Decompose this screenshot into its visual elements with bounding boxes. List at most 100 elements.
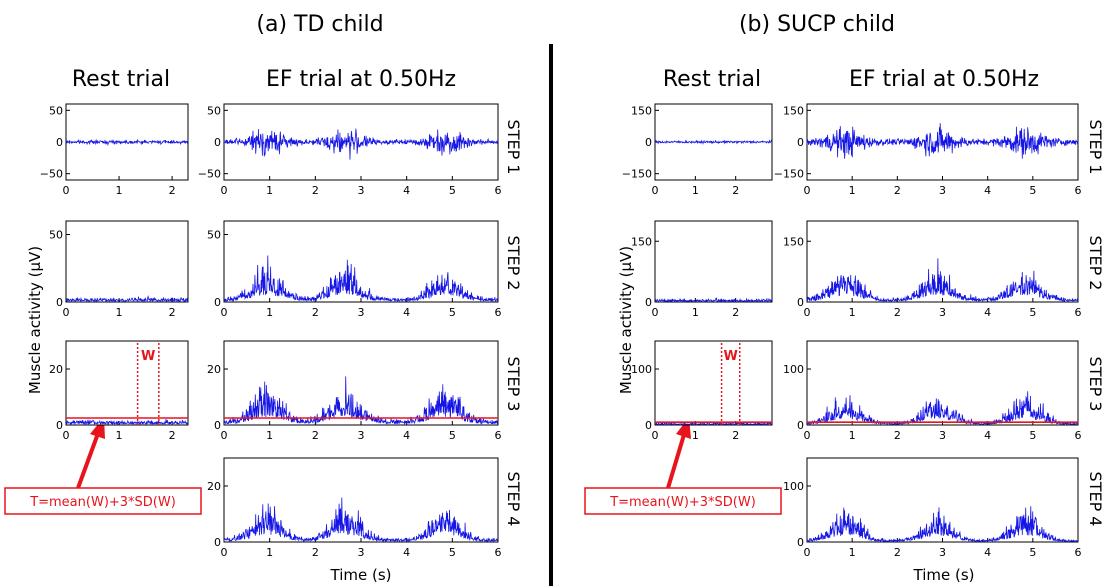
p1-r1-rest-ytick-label: 150	[631, 104, 652, 117]
p0-r2-ef-xtick-label: 5	[449, 306, 456, 319]
p0-r3-ef-trace	[223, 376, 499, 426]
p0-r1-ef-xtick-label: 2	[312, 184, 319, 197]
threshold-formula-box-b	[584, 487, 782, 515]
threshold-arrow-b	[666, 427, 688, 489]
ylabel-panel-b: Muscle activity (μV)	[617, 246, 635, 394]
p0-r4-ef-trace	[223, 497, 499, 543]
p0-r2-ef-xtick-label: 0	[221, 306, 228, 319]
p1-r1-ef-trace	[806, 123, 1079, 159]
p1-r3-ef-xtick-label: 5	[1029, 429, 1036, 442]
step-label-a-2: STEP 2	[504, 236, 523, 291]
threshold-formula-a: T=mean(W)+3*SD(W)	[29, 495, 176, 510]
panel-a-title: (a) TD child	[256, 12, 383, 37]
p0-r1-ef-ytick-label: 0	[214, 136, 221, 149]
p0-r2-rest-xtick-label: 0	[63, 306, 70, 319]
p0-r1-rest-ytick-label: 0	[56, 136, 63, 149]
p1-r2-ef-xtick-label: 4	[984, 306, 991, 319]
p0-r1-rest-xtick-label: 1	[116, 184, 123, 197]
p1-r1-ef-xtick-label: 1	[849, 184, 856, 197]
p0-r2-rest-ytick-label: 0	[56, 296, 63, 309]
p1-r1-rest-trace	[654, 139, 773, 145]
p1-r2-ef-trace	[806, 258, 1079, 303]
panel-b-ef-title: EF trial at 0.50Hz	[849, 67, 1039, 92]
p0-r4-ef-xtick-label: 6	[495, 546, 502, 559]
p1-r3-ef-ytick-label: 0	[797, 419, 804, 432]
p0-r2-ef-trace	[223, 255, 499, 303]
p1-r2-ef-xtick-label: 5	[1029, 306, 1036, 319]
p0-r3-ef-xtick-label: 1	[266, 429, 273, 442]
p1-r2-ef-ytick-label: 150	[783, 235, 804, 248]
p0-r3-rest-axes-box	[65, 340, 189, 426]
p1-r4-ef-ytick-label: 100	[783, 480, 804, 493]
p1-r4-ef-xtick-label: 1	[849, 546, 856, 559]
p0-r2-rest-axes-box	[65, 220, 189, 303]
p0-r1-ef-ytick-label: −50	[198, 168, 221, 181]
p1-r4-ef-xtick-label: 6	[1075, 546, 1082, 559]
p1-r2-ef-xtick-label: 3	[939, 306, 946, 319]
p1-r4-ef-trace	[806, 506, 1079, 543]
p1-r3-ef-xtick-label: 1	[849, 429, 856, 442]
xlabel-panel-b: Time (s)	[913, 566, 975, 584]
p0-r1-ef-ytick-label: 50	[207, 104, 221, 117]
p0-r1-rest-ytick-label: −50	[40, 168, 63, 181]
p0-r1-rest-xtick-label: 2	[169, 184, 176, 197]
p1-r2-ef-xtick-label: 6	[1075, 306, 1082, 319]
p0-r4-ef-ytick-label: 0	[214, 536, 221, 549]
p0-r3-rest-xtick-label: 2	[169, 429, 176, 442]
p1-r4-ef-xtick-label: 2	[894, 546, 901, 559]
threshold-formula-box-a	[4, 487, 202, 515]
p1-r2-ef-xtick-label: 0	[804, 306, 811, 319]
p0-r3-ef-xtick-label: 3	[358, 429, 365, 442]
p0-r4-ef-xtick-label: 0	[221, 546, 228, 559]
step-label-b-1: STEP 1	[1086, 120, 1102, 175]
p1-r2-rest-xtick-label: 0	[652, 306, 659, 319]
p1-r3-rest-ytick-label: 100	[631, 363, 652, 376]
p1-r2-rest-xtick-label: 2	[732, 306, 739, 319]
p1-r2-rest-ytick-label: 150	[631, 235, 652, 248]
p1-r1-rest-xtick-label: 2	[732, 184, 739, 197]
step-label-b-4: STEP 4	[1086, 472, 1102, 527]
p0-r3-rest-ytick-label: 0	[56, 419, 63, 432]
p0-r1-rest-trace	[65, 138, 189, 147]
p1-r3-ef-ytick-label: 100	[783, 363, 804, 376]
p0-r2-ef-ytick-label: 0	[214, 296, 221, 309]
p1-r2-ef-ytick-label: 0	[797, 296, 804, 309]
p1-r3-rest-axes-box	[654, 340, 773, 426]
p0-r3-ef-xtick-label: 0	[221, 429, 228, 442]
p0-r4-ef-xtick-label: 3	[358, 546, 365, 559]
step-label-a-1: STEP 1	[504, 120, 523, 175]
xlabel-panel-a: Time (s)	[330, 566, 392, 584]
p0-r1-ef-xtick-label: 5	[449, 184, 456, 197]
p0-r2-ef-xtick-label: 1	[266, 306, 273, 319]
step-label-b-3: STEP 3	[1086, 357, 1102, 412]
p1-r4-ef-xtick-label: 5	[1029, 546, 1036, 559]
p1-r1-ef-xtick-label: 3	[939, 184, 946, 197]
p0-r3-rest-window-label: W	[141, 349, 155, 364]
p1-r4-ef-ytick-label: 0	[797, 536, 804, 549]
p1-r1-ef-ytick-label: −150	[774, 168, 804, 181]
p1-r1-ef-xtick-label: 6	[1075, 184, 1082, 197]
p1-r3-ef-xtick-label: 2	[894, 429, 901, 442]
p0-r3-rest-trace	[65, 419, 189, 426]
step-label-a-3: STEP 3	[504, 357, 523, 412]
p0-r1-ef-xtick-label: 0	[221, 184, 228, 197]
p1-r4-ef-xtick-label: 4	[984, 546, 991, 559]
p1-r1-rest-ytick-label: −150	[622, 168, 652, 181]
p1-r3-rest-xtick-label: 1	[692, 429, 699, 442]
p0-r1-ef-xtick-label: 1	[266, 184, 273, 197]
p1-r3-ef-xtick-label: 0	[804, 429, 811, 442]
p1-r3-rest-xtick-label: 2	[732, 429, 739, 442]
panel-a-ef-title: EF trial at 0.50Hz	[266, 67, 456, 92]
p0-r3-rest-xtick-label: 1	[116, 429, 123, 442]
p0-r1-ef-xtick-label: 6	[495, 184, 502, 197]
p1-r1-rest-ytick-label: 0	[645, 136, 652, 149]
p0-r2-ef-xtick-label: 6	[495, 306, 502, 319]
p0-r4-ef-xtick-label: 4	[403, 546, 410, 559]
p1-r2-rest-axes-box	[654, 220, 773, 303]
p0-r4-ef-xtick-label: 2	[312, 546, 319, 559]
panel-b-title: (b) SUCP child	[739, 12, 895, 37]
p0-r3-ef-xtick-label: 6	[495, 429, 502, 442]
p0-r3-ef-ytick-label: 0	[214, 419, 221, 432]
p1-r3-rest-trace	[654, 421, 773, 427]
